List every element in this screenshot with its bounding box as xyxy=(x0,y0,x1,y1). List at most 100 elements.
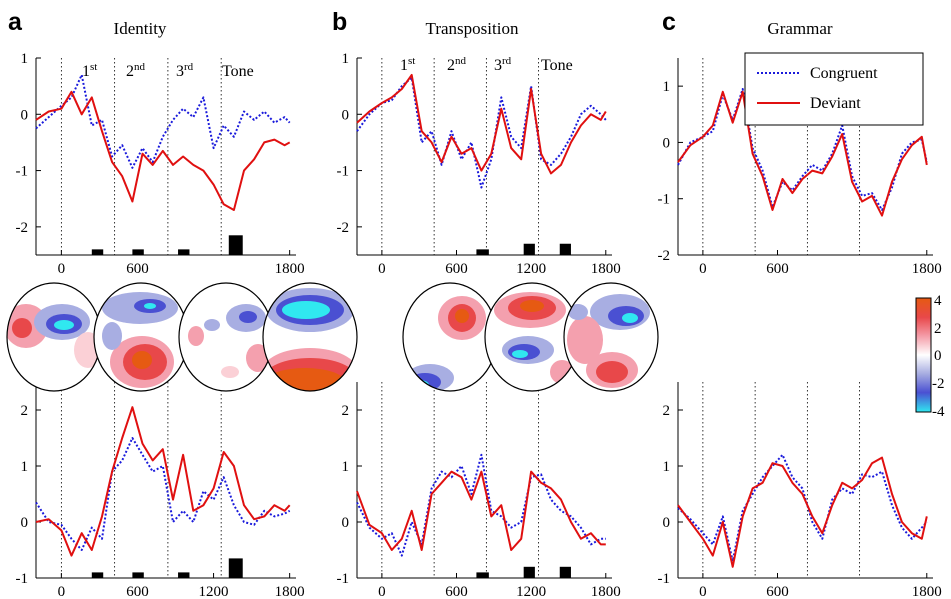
segment-second-label: 2nd xyxy=(447,55,467,74)
y-tick-label: 0 xyxy=(21,515,29,531)
significance-bar xyxy=(476,572,489,578)
topomap-a-1 xyxy=(6,282,102,392)
significance-bar xyxy=(132,249,144,255)
significance-bar xyxy=(523,566,535,578)
y-tick-label: -1 xyxy=(658,192,671,208)
legend-deviant-label: Deviant xyxy=(810,95,861,112)
x-tick-label: 600 xyxy=(766,261,789,277)
congruent-series-line xyxy=(35,437,291,551)
colorbar-tick: 0 xyxy=(934,348,942,364)
y-tick-label: 2 xyxy=(342,403,350,419)
colorbar-tick: 4 xyxy=(934,293,942,309)
x-tick-label: 1800 xyxy=(275,261,305,277)
segment-third-label: 3rd xyxy=(176,61,194,80)
panel-b-bottom: 2 1 0 -1 0 600 1200 1800 xyxy=(337,382,621,599)
colorbar-tick: -4 xyxy=(932,404,945,420)
deviant-series-line xyxy=(35,90,291,211)
deviant-series-line xyxy=(677,456,928,568)
y-tick-label: 1 xyxy=(663,79,671,95)
y-tick-label: 1 xyxy=(21,51,29,67)
segment-third-label: 3rd xyxy=(494,55,512,74)
x-tick-label: 1800 xyxy=(912,584,942,599)
title-identity: Identity xyxy=(114,19,167,38)
segment-first-label: 1st xyxy=(82,61,97,80)
x-tick-label: 1800 xyxy=(591,261,621,277)
topomap-b-2 xyxy=(484,282,580,392)
y-tick-label: -1 xyxy=(16,164,29,180)
y-tick-label: -2 xyxy=(16,220,29,236)
topomap-b-1 xyxy=(402,282,498,392)
y-tick-label: -1 xyxy=(337,164,350,180)
significance-bar xyxy=(523,243,535,255)
topomap-a-2 xyxy=(93,282,189,392)
congruent-series-line xyxy=(356,76,607,189)
panel-letter-a: a xyxy=(8,8,23,36)
x-tick-label: 600 xyxy=(445,261,468,277)
x-tick-label: 1200 xyxy=(516,261,546,277)
congruent-series-line xyxy=(356,453,606,557)
significance-bar xyxy=(178,249,190,255)
panel-letter-c: c xyxy=(662,8,676,36)
title-grammar: Grammar xyxy=(767,19,832,38)
y-tick-label: 1 xyxy=(342,51,350,67)
colorbar-gradient xyxy=(915,297,932,413)
segment-labels-a: 1st 2nd 3rd Tone xyxy=(82,61,254,80)
x-tick-label: 1800 xyxy=(275,584,305,599)
y-tick-label: -1 xyxy=(337,571,350,587)
x-tick-label: 0 xyxy=(58,261,66,277)
x-tick-label: 1200 xyxy=(199,584,229,599)
x-tick-label: 1200 xyxy=(516,584,546,599)
topomap-a-3 xyxy=(178,282,274,392)
x-tick-label: 600 xyxy=(126,584,149,599)
x-tick-label: 0 xyxy=(699,584,707,599)
congruent-series-line xyxy=(677,453,928,563)
x-tick-label: 0 xyxy=(58,584,66,599)
x-tick-label: 600 xyxy=(126,261,149,277)
significance-bar xyxy=(91,249,104,255)
y-tick-label: 0 xyxy=(342,515,350,531)
x-tick-label: 0 xyxy=(699,261,707,277)
colorbar-tick: 2 xyxy=(934,321,942,337)
significance-bar xyxy=(559,566,571,578)
legend-congruent-label: Congruent xyxy=(810,65,878,82)
legend: Congruent Deviant xyxy=(744,52,924,126)
y-tick-label: -2 xyxy=(658,248,671,264)
colorbar-tick: -2 xyxy=(932,376,945,392)
deviant-series-line xyxy=(677,90,928,217)
segment-first-label: 1st xyxy=(400,55,415,74)
y-tick-label: 1 xyxy=(663,459,671,475)
significance-bar xyxy=(228,235,243,255)
y-tick-label: 0 xyxy=(663,135,671,151)
y-tick-label: 0 xyxy=(21,107,29,123)
panel-a-bottom: 2 1 0 -1 0 600 1200 1800 xyxy=(16,382,305,599)
significance-bar xyxy=(178,572,190,578)
y-tick-label: 1 xyxy=(342,459,350,475)
panel-letter-b: b xyxy=(332,8,347,36)
significance-bar xyxy=(132,572,144,578)
congruent-series-line xyxy=(35,73,291,169)
significance-bar xyxy=(91,572,104,578)
significance-bar xyxy=(228,558,243,578)
y-tick-label: 2 xyxy=(21,403,29,419)
x-tick-label: 600 xyxy=(766,584,789,599)
y-tick-label: 1 xyxy=(21,459,29,475)
significance-bar xyxy=(559,243,571,255)
deviant-series-line xyxy=(35,406,291,557)
panel-c-top: 1 0 -1 -2 0 600 1800 xyxy=(658,58,942,277)
y-tick-label: -1 xyxy=(658,571,671,587)
x-tick-label: 1800 xyxy=(912,261,942,277)
x-tick-label: 1800 xyxy=(591,584,621,599)
y-tick-label: 2 xyxy=(663,403,671,419)
topomap-b-3 xyxy=(563,282,659,392)
x-tick-label: 600 xyxy=(445,584,468,599)
segment-tone-label: Tone xyxy=(222,63,254,80)
x-tick-label: 0 xyxy=(378,261,386,277)
deviant-series-line xyxy=(356,470,606,551)
y-tick-label: -1 xyxy=(16,571,29,587)
significance-bar xyxy=(476,249,489,255)
panel-a-top: 1 0 -1 -2 0 600 1800 xyxy=(16,51,305,277)
x-tick-label: 0 xyxy=(378,584,386,599)
y-tick-label: 0 xyxy=(342,107,350,123)
